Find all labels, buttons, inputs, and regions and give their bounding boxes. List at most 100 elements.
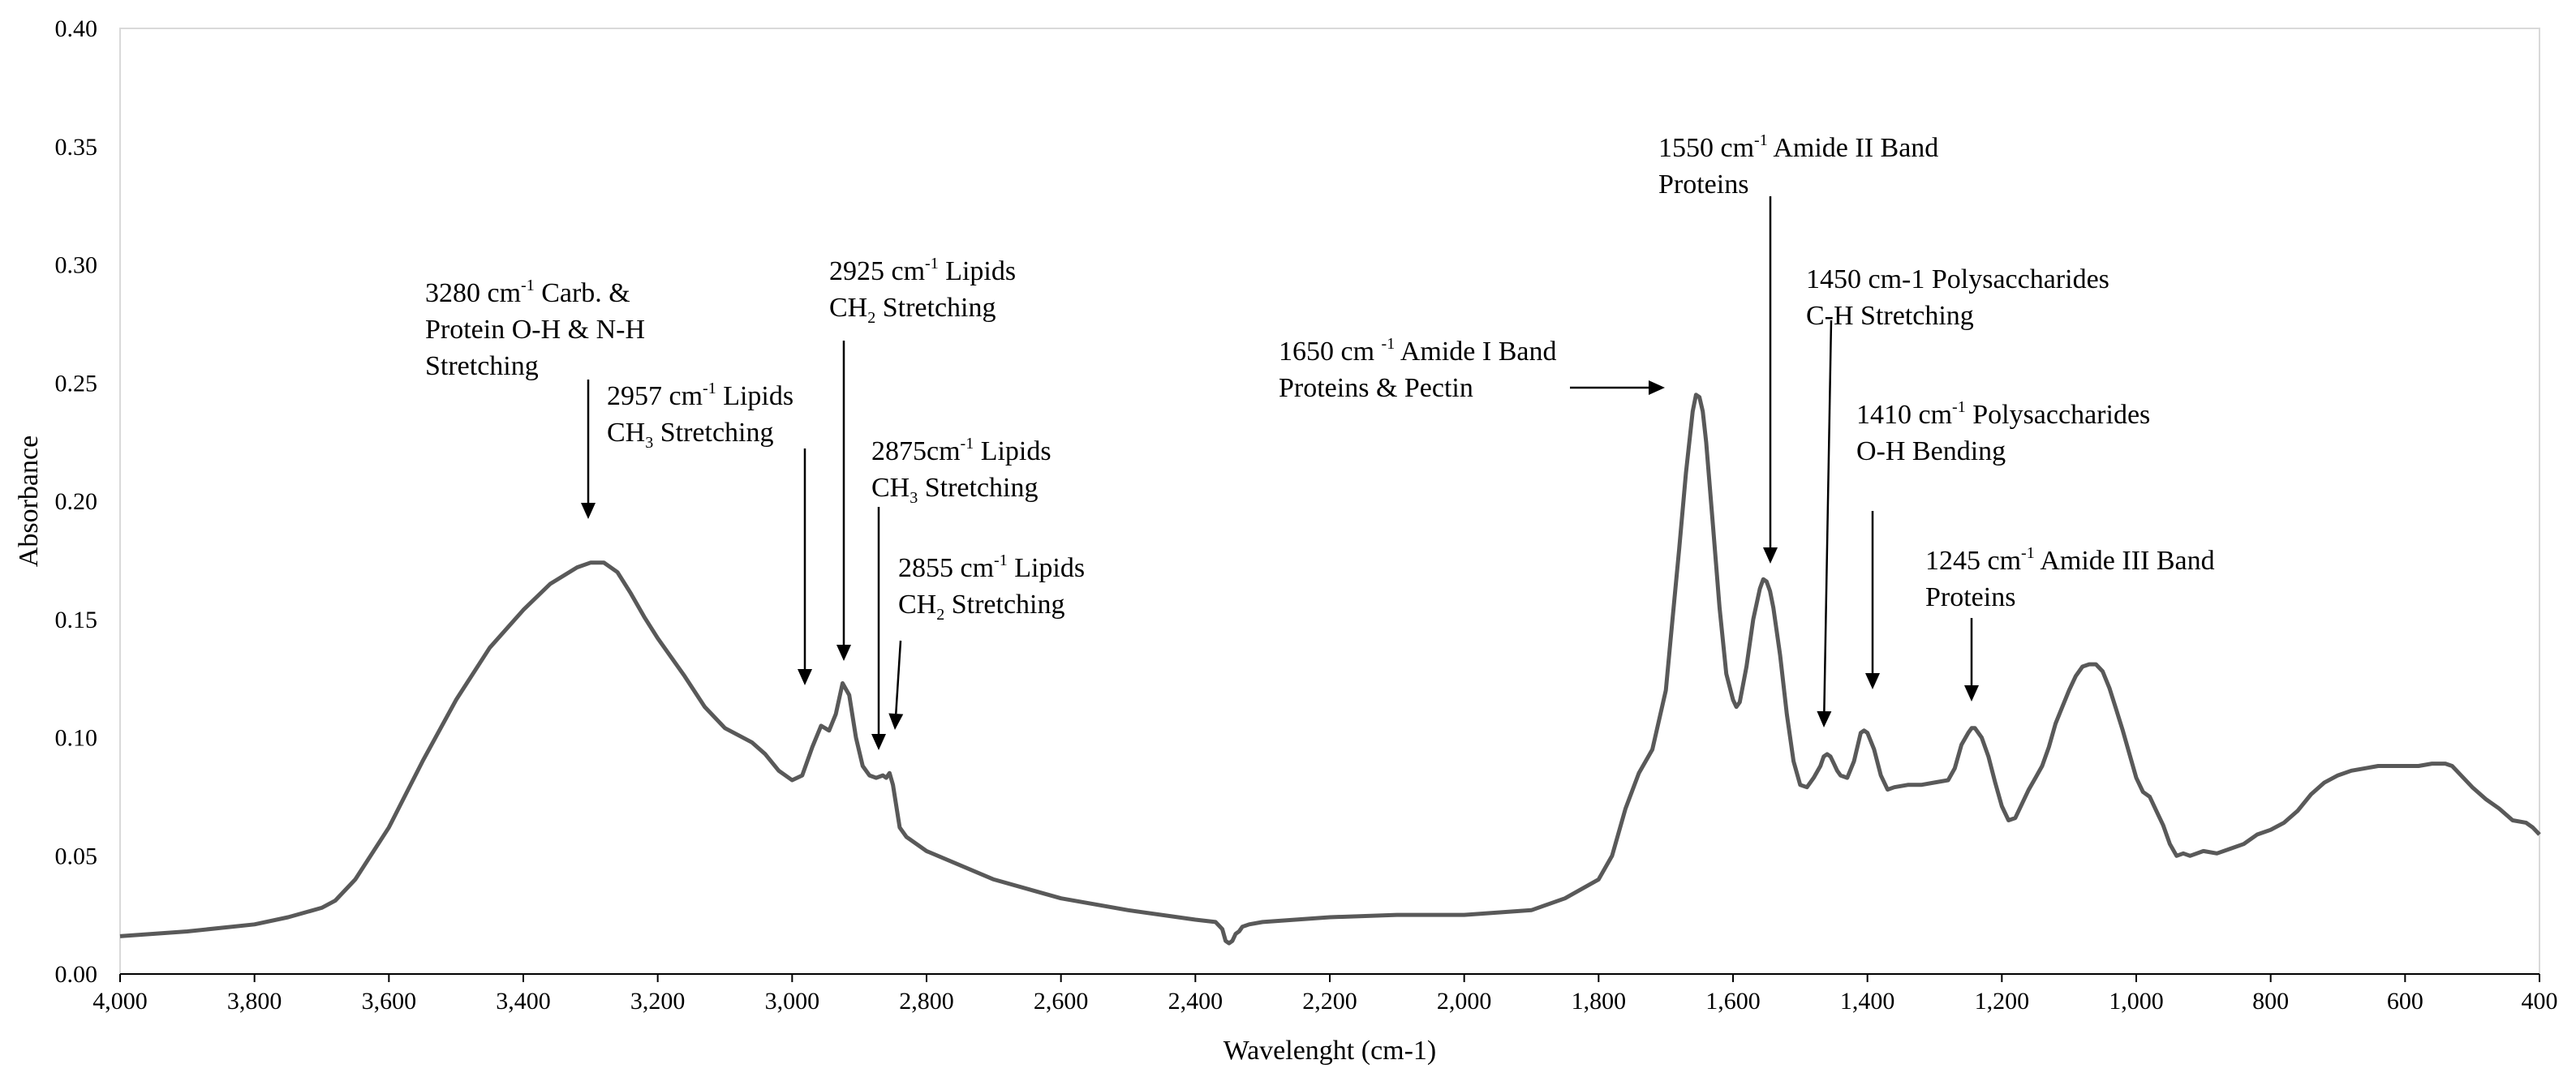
- x-tick-label: 400: [2522, 988, 2558, 1015]
- annotation-arrows: [581, 196, 1979, 750]
- annotation-arrowhead: [888, 713, 904, 730]
- annotation-text: C-H Stretching: [1806, 301, 1974, 331]
- annotation-arrowhead: [871, 734, 886, 750]
- annotation-text: 2875cm: [871, 436, 961, 466]
- annotation-line: CH2 Stretching: [898, 590, 1065, 624]
- annotation-arrowhead: [1964, 685, 1979, 702]
- annotation-line: 1650 cm -1 Amide I Band: [1279, 335, 1556, 367]
- annotation-line: CH2 Stretching: [829, 293, 996, 327]
- annotation-superscript: -1: [521, 277, 535, 294]
- annotation-line: 1450 cm-1 Polysaccharides: [1806, 264, 2109, 294]
- annotation-text: 1245 cm: [1925, 546, 2021, 576]
- y-tick-label: 0.15: [55, 607, 98, 633]
- annotation-label: 1650 cm -1 Amide I Band Proteins & Pectin: [1279, 335, 1556, 403]
- annotation-line: 1550 cm-1 Amide II Band: [1658, 131, 1938, 163]
- annotation-text: 2925 cm: [829, 256, 925, 286]
- annotation-text: 2957 cm: [607, 381, 703, 411]
- annotation-superscript: -1: [1382, 335, 1396, 353]
- annotation-arrowhead: [798, 669, 812, 685]
- annotation-text: Carb. &: [535, 278, 630, 308]
- annotation-arrowhead: [1649, 380, 1665, 395]
- y-axis-title: Absorbance: [14, 436, 44, 567]
- x-tick-label: 800: [2252, 988, 2289, 1015]
- annotation-text: 1550 cm: [1658, 133, 1754, 163]
- annotation-line: Protein O-H & N-H: [425, 315, 645, 345]
- annotation-text: Stretching: [875, 293, 996, 323]
- x-tick-label: 2,800: [899, 988, 954, 1015]
- annotation-line: 1245 cm-1 Amide III Band: [1925, 544, 2215, 576]
- annotation-subscript: 3: [645, 434, 653, 452]
- annotation-text: CH: [898, 590, 936, 620]
- annotation-arrowhead: [581, 503, 596, 519]
- annotation-line: 2855 cm-1 Lipids: [898, 551, 1085, 583]
- y-tick-label: 0.40: [55, 15, 98, 42]
- x-tick-label: 2,400: [1168, 988, 1223, 1015]
- x-tick-label: 600: [2387, 988, 2423, 1015]
- x-tick-label: 4,000: [92, 988, 148, 1015]
- peak-annotations: 3280 cm-1 Carb. &Protein O-H & N-HStretc…: [425, 131, 2215, 624]
- annotation-subscript: 3: [910, 489, 918, 507]
- annotation-label: 1245 cm-1 Amide III Band Proteins: [1925, 544, 2215, 612]
- annotation-label: 3280 cm-1 Carb. & Protein O-H & N-H Stretc…: [425, 277, 645, 381]
- x-axis-title: Wavelenght (cm-1): [1223, 1036, 1437, 1066]
- annotation-label: 2855 cm-1 Lipids CH2 Stretching: [898, 551, 1085, 624]
- annotation-line: Proteins: [1925, 582, 2015, 612]
- x-tick-label: 3,800: [227, 988, 282, 1015]
- y-tick-label: 0.05: [55, 843, 98, 869]
- annotation-label: 1450 cm-1 Polysaccharides C-H Stretching: [1806, 264, 2109, 331]
- annotation-line: 2875cm-1 Lipids: [871, 435, 1051, 466]
- x-tick-label: 3,200: [630, 988, 686, 1015]
- annotation-text: Amide II Band: [1768, 133, 1939, 163]
- annotation-text: Lipids: [716, 381, 793, 411]
- y-tick-label: 0.20: [55, 488, 98, 515]
- annotation-superscript: -1: [2021, 544, 2035, 562]
- annotation-text: Protein O-H & N-H: [425, 315, 645, 345]
- annotation-subscript: 2: [867, 309, 875, 327]
- annotation-superscript: -1: [994, 551, 1008, 569]
- annotation-text: Lipids: [1008, 553, 1085, 583]
- x-tick-label: 1,000: [2109, 988, 2164, 1015]
- annotation-line: 3280 cm-1 Carb. &: [425, 277, 630, 308]
- x-tick-label: 2,000: [1437, 988, 1492, 1015]
- annotation-text: 3280 cm: [425, 278, 521, 308]
- x-tick-label: 3,000: [765, 988, 820, 1015]
- annotation-text: Amide I Band: [1395, 337, 1556, 367]
- annotation-superscript: -1: [961, 435, 974, 453]
- annotation-arrow-shaft: [895, 640, 902, 714]
- annotation-text: CH: [829, 293, 867, 323]
- annotation-label: 2875cm-1 Lipids CH3 Stretching: [871, 435, 1051, 507]
- x-tick-label: 1,600: [1705, 988, 1761, 1015]
- annotation-text: Stretching: [425, 351, 539, 381]
- annotation-line: CH3 Stretching: [607, 418, 774, 452]
- annotation-line: 2957 cm-1 Lipids: [607, 380, 793, 411]
- annotation-text: 1410 cm: [1856, 400, 1952, 430]
- annotation-text: Stretching: [918, 473, 1038, 503]
- annotation-text: O-H Bending: [1856, 436, 2006, 466]
- x-tick-label: 1,800: [1572, 988, 1627, 1015]
- annotation-text: 1450 cm-1 Polysaccharides: [1806, 264, 2109, 294]
- annotation-line: C-H Stretching: [1806, 301, 1974, 331]
- annotation-text: Proteins: [1925, 582, 2015, 612]
- y-tick-label: 0.10: [55, 725, 98, 752]
- annotation-arrowhead: [1817, 710, 1832, 727]
- annotation-arrow-shaft: [1823, 320, 1833, 712]
- annotation-line: 2925 cm-1 Lipids: [829, 255, 1016, 286]
- annotation-label: 2925 cm-1 Lipids CH2 Stretching: [829, 255, 1016, 327]
- x-tick-label: 3,400: [496, 988, 551, 1015]
- annotation-text: CH: [871, 473, 910, 503]
- annotation-text: Proteins: [1658, 169, 1748, 200]
- x-tick-label: 1,200: [1975, 988, 2030, 1015]
- y-tick-label: 0.25: [55, 370, 98, 397]
- annotation-superscript: -1: [1952, 398, 1966, 416]
- annotation-label: 2957 cm-1 Lipids CH3 Stretching: [607, 380, 793, 452]
- annotation-arrowhead: [836, 645, 851, 661]
- annotation-text: Lipids: [939, 256, 1016, 286]
- x-tick-label: 2,200: [1302, 988, 1357, 1015]
- annotation-line: O-H Bending: [1856, 436, 2006, 466]
- annotation-arrowhead: [1865, 673, 1880, 689]
- x-axis: 4,000 3,800 3,600 3,400 3,200 3,000 2,800 2,600…: [92, 973, 2558, 1015]
- annotation-text: CH: [607, 418, 645, 448]
- y-tick-label: 0.35: [55, 134, 98, 161]
- y-tick-label: 0.00: [55, 961, 98, 988]
